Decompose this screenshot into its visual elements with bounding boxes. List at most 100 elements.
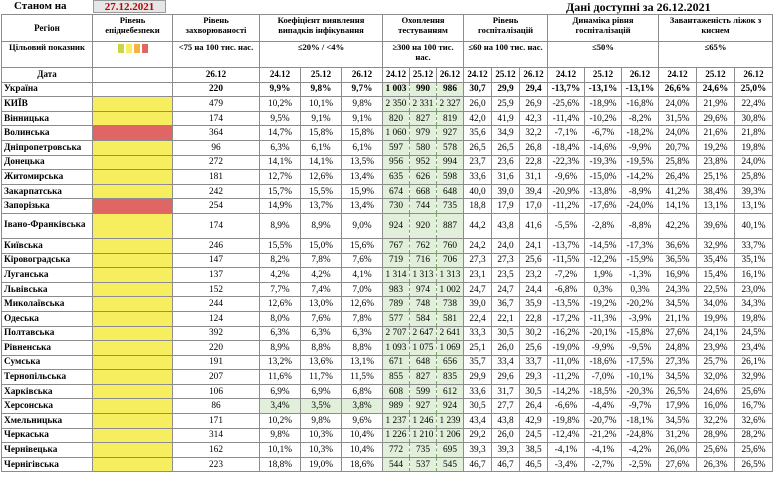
detection-value: 11,7%: [300, 369, 342, 385]
testing-value: 924: [436, 398, 464, 415]
detection-value: 9,0%: [341, 212, 383, 239]
testing-value: 545: [436, 456, 464, 473]
region-name: Житомирська: [1, 169, 93, 185]
level-dot-red: [141, 44, 148, 54]
detection-value: 13,2%: [259, 354, 301, 371]
detection-value: 9,1%: [341, 110, 383, 127]
hospital-value: 31,1: [519, 169, 548, 185]
target-oxygen: ≤65%: [658, 41, 773, 68]
hospital-value: 46,5: [519, 456, 548, 473]
epid-level-cell: [92, 81, 173, 98]
col-detection: Коефіцієнт виявлення випадків інфікуванн…: [259, 14, 383, 42]
detection-value: 6,1%: [341, 139, 383, 156]
hosp-dynamics-value: -13,7%: [547, 237, 585, 254]
hosp-dynamics-value: -14,2%: [621, 169, 659, 185]
detection-value: 10,3%: [300, 427, 342, 444]
hospital-value: 46,7: [463, 456, 492, 473]
testing-value: 1 093: [382, 340, 410, 356]
hosp-dynamics-value: -14,5%: [584, 237, 622, 254]
incidence-value: 106: [172, 383, 260, 400]
col-testing: Охоплення тестуванням: [382, 14, 464, 42]
region-name: Херсонська: [1, 398, 93, 415]
detection-value: 7,4%: [300, 281, 342, 298]
hospital-value: 39,0: [463, 296, 492, 312]
detection-value: 14,9%: [259, 198, 301, 214]
hospital-value: 29,2: [463, 427, 492, 444]
date-test-1: 24.12: [382, 67, 410, 83]
oxygen-value: 16,1%: [734, 267, 773, 283]
testing-value: 2 647: [409, 325, 437, 342]
detection-value: 9,8%: [300, 413, 342, 429]
hospital-value: 39,0: [491, 183, 520, 200]
detection-value: 15,8%: [341, 125, 383, 141]
testing-value: 767: [382, 237, 410, 254]
region-name: Донецька: [1, 154, 93, 171]
detection-value: 15,5%: [259, 237, 301, 254]
oxygen-value: 26,5%: [658, 383, 697, 400]
oxygen-value: 39,3%: [734, 183, 773, 200]
detection-value: 12,6%: [300, 169, 342, 185]
testing-value: 1 003: [382, 81, 410, 98]
region-name: Чернігівська: [1, 456, 93, 473]
epid-level-cell: [92, 354, 173, 371]
testing-value: 1 075: [409, 340, 437, 356]
testing-value: 730: [382, 198, 410, 214]
table-row: Луганська 137 4,2% 4,2% 4,1% 1 314 1 313 1 313 2…: [1, 267, 773, 283]
hosp-dynamics-value: -4,1%: [547, 442, 585, 458]
detection-value: 6,9%: [300, 383, 342, 400]
testing-value: 706: [436, 252, 464, 269]
detection-value: 19,0%: [300, 456, 342, 473]
hospital-value: 26,4: [519, 398, 548, 415]
detection-value: 4,2%: [300, 267, 342, 283]
hospital-value: 39,3: [463, 442, 492, 458]
table-row: Рівненська 220 8,9% 8,8% 8,8% 1 093 1 075 1 069…: [1, 340, 773, 356]
detection-value: 13,5%: [341, 154, 383, 171]
detection-value: 9,8%: [341, 96, 383, 112]
hospital-value: 23,6: [491, 154, 520, 171]
detection-value: 15,8%: [300, 125, 342, 141]
hospital-value: 26,0: [491, 427, 520, 444]
region-name: Хмельницька: [1, 413, 93, 429]
detection-value: 8,0%: [259, 310, 301, 327]
target-incidence: <75 на 100 тис. нас.: [172, 41, 260, 68]
hospital-value: 30,2: [519, 325, 548, 342]
oxygen-value: 28,2%: [734, 427, 773, 444]
date-test-2: 25.12: [409, 67, 437, 83]
detection-value: 10,4%: [341, 427, 383, 444]
hosp-dynamics-value: -7,1%: [547, 125, 585, 141]
oxygen-value: 34,3%: [734, 296, 773, 312]
hosp-dynamics-value: -24,8%: [621, 427, 659, 444]
region-name: Львівська: [1, 281, 93, 298]
incidence-value: 314: [172, 427, 260, 444]
hosp-dynamics-value: -11,2%: [547, 198, 585, 214]
hospital-value: 35,9: [519, 296, 548, 312]
hosp-dynamics-value: -24,0%: [621, 198, 659, 214]
oxygen-value: 25,8%: [658, 154, 697, 171]
testing-value: 597: [382, 139, 410, 156]
hospital-value: 24,1: [519, 237, 548, 254]
hosp-dynamics-value: -14,6%: [584, 139, 622, 156]
detection-value: 6,3%: [259, 325, 301, 342]
detection-value: 6,3%: [300, 325, 342, 342]
detection-value: 4,1%: [341, 267, 383, 283]
testing-value: 956: [382, 154, 410, 171]
date-row-label: Дата: [1, 67, 93, 83]
hosp-dynamics-value: -9,9%: [621, 139, 659, 156]
detection-value: 12,7%: [259, 169, 301, 185]
hosp-dynamics-value: -19,8%: [547, 413, 585, 429]
hosp-dynamics-value: -21,2%: [584, 427, 622, 444]
hosp-dynamics-value: -13,1%: [584, 81, 622, 98]
table-row: Полтавська 392 6,3% 6,3% 6,3% 2 707 2 647 2 641…: [1, 325, 773, 342]
incidence-value: 152: [172, 281, 260, 298]
epid-level-cell: [92, 310, 173, 327]
table-row: Івано-Франківська 174 8,9% 8,9% 9,0% 924 920 88…: [1, 212, 773, 239]
hosp-dynamics-value: -13,1%: [621, 81, 659, 98]
oxygen-value: 26,1%: [734, 354, 773, 371]
testing-value: 735: [409, 442, 437, 458]
hospital-value: 39,4: [519, 183, 548, 200]
detection-value: 6,3%: [259, 139, 301, 156]
date-hosp-3: 26.12: [519, 67, 548, 83]
testing-value: 544: [382, 456, 410, 473]
detection-value: 8,9%: [300, 212, 342, 239]
